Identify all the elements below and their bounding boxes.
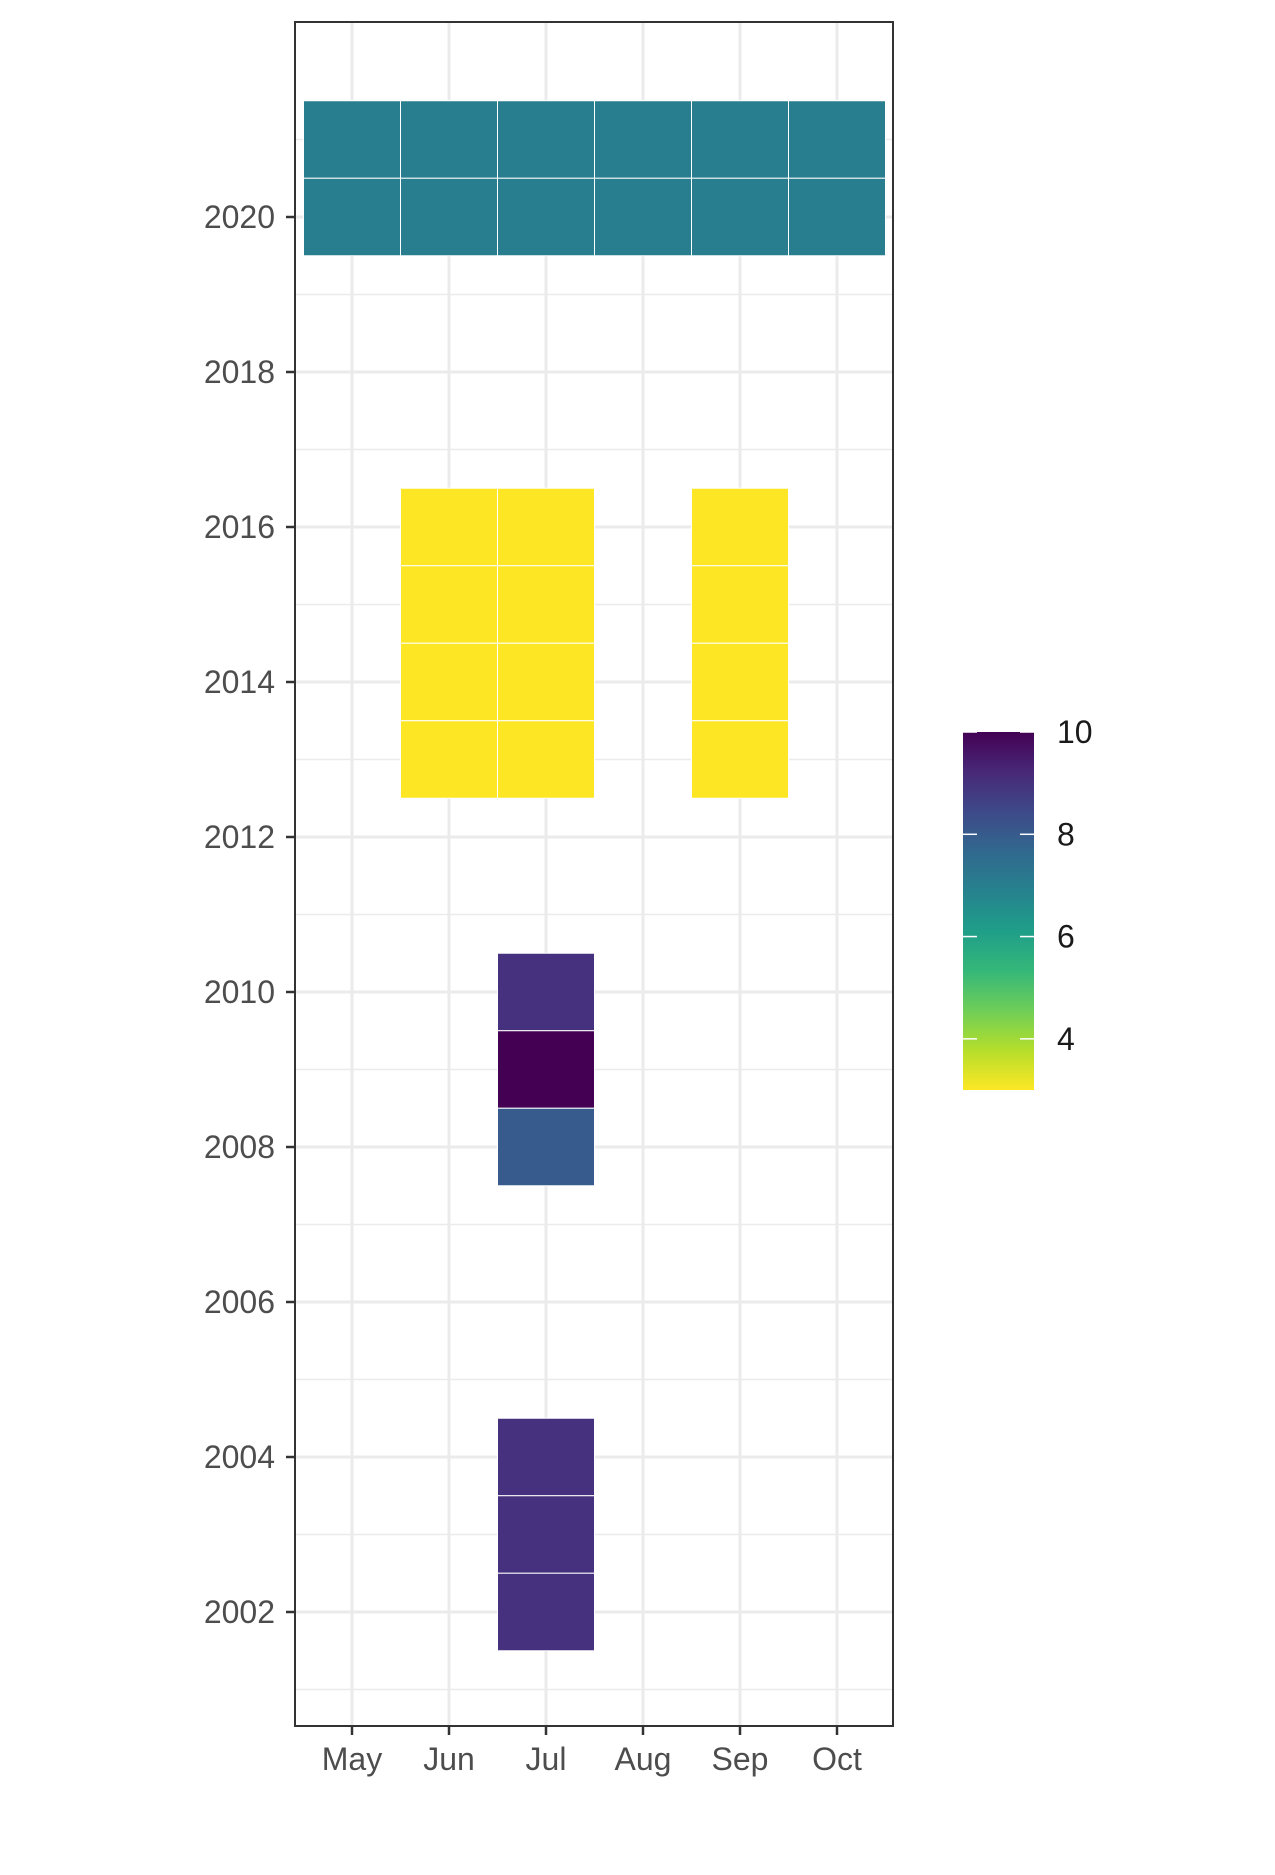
- heatmap-cell: [497, 565, 595, 644]
- heatmap-cell: [691, 565, 789, 644]
- heatmap-cell: [497, 952, 595, 1032]
- heatmap-cell: [691, 487, 789, 567]
- x-tick-label: Jul: [526, 1741, 567, 1777]
- y-axis: 2002 2004 2006 2008 2010 2012 2014 2016 2018 2020: [204, 199, 295, 1630]
- plot-panel-border: [294, 21, 894, 1727]
- x-tick-label: Jun: [423, 1741, 475, 1777]
- heatmap-cell: [497, 1030, 595, 1109]
- x-tick-label: Sep: [712, 1741, 769, 1777]
- heatmap-cell: [497, 177, 595, 257]
- heatmap-cell: [691, 177, 789, 257]
- heatmap-cell: [497, 1495, 595, 1574]
- y-tick-label: 2002: [204, 1594, 275, 1630]
- colorbar-label: 10: [1057, 714, 1093, 750]
- heatmap-cell: [400, 177, 498, 257]
- x-tick-label: Oct: [812, 1741, 862, 1777]
- heatmap-cells: [303, 100, 886, 1652]
- y-tick-label: 2014: [204, 664, 275, 700]
- heatmap-cell: [400, 487, 498, 567]
- colorbar-label: 8: [1057, 816, 1075, 852]
- heatmap-cell: [400, 100, 498, 179]
- heatmap-cell: [497, 1417, 595, 1497]
- heatmap-cell: [497, 642, 595, 722]
- y-tick-label: 2006: [204, 1284, 275, 1320]
- heatmap-cell: [303, 100, 401, 179]
- heatmap-cell: [303, 177, 401, 257]
- heatmap-cell: [594, 100, 692, 179]
- heatmap-cell: [400, 720, 498, 799]
- heatmap-cell: [497, 720, 595, 799]
- x-tick-label: May: [322, 1741, 382, 1777]
- y-tick-label: 2018: [204, 354, 275, 390]
- y-tick-label: 2010: [204, 974, 275, 1010]
- heatmap-cell: [497, 487, 595, 567]
- y-tick-label: 2004: [204, 1439, 275, 1475]
- y-tick-label: 2016: [204, 509, 275, 545]
- heatmap-cell: [788, 177, 886, 257]
- colorbar-legend: 4 6 8 10: [963, 714, 1093, 1090]
- heatmap-cell: [594, 177, 692, 257]
- colorbar-label: 4: [1057, 1021, 1075, 1057]
- y-tick-label: 2020: [204, 199, 275, 235]
- heatmap-cell: [691, 642, 789, 722]
- heatmap-cell: [691, 100, 789, 179]
- x-tick-label: Aug: [615, 1741, 672, 1777]
- heatmap-cell: [497, 100, 595, 179]
- heatmap-cell: [691, 720, 789, 799]
- colorbar: [963, 732, 1034, 1090]
- colorbar-label: 6: [1057, 919, 1075, 955]
- heatmap-cell: [497, 1572, 595, 1652]
- heatmap-cell: [400, 565, 498, 644]
- heatmap-cell: [788, 100, 886, 179]
- y-tick-label: 2008: [204, 1129, 275, 1165]
- x-axis: May Jun Jul Aug Sep Oct: [322, 1726, 862, 1777]
- y-tick-label: 2012: [204, 819, 275, 855]
- heatmap-cell: [400, 642, 498, 722]
- heatmap-cell: [497, 1107, 595, 1187]
